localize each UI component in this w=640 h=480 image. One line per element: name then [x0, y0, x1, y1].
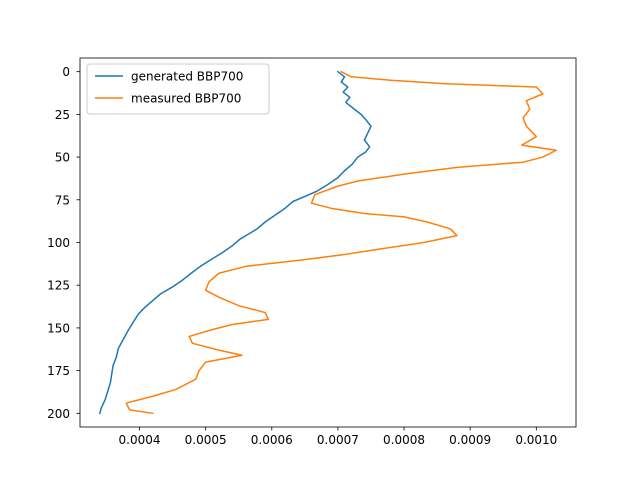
x-tick-label: 0.0009	[449, 433, 491, 447]
legend: generated BBP700 measured BBP700	[86, 63, 270, 115]
y-tick-label: 50	[55, 151, 70, 165]
y-tick-label: 25	[55, 108, 70, 122]
y-tick-label: 175	[47, 364, 70, 378]
legend-label-measured: measured BBP700	[131, 92, 241, 106]
series-line-measured	[125, 70, 557, 415]
legend-label-generated: generated BBP700	[131, 70, 243, 84]
y-tick-label: 100	[47, 236, 70, 250]
x-tick-label: 0.0004	[119, 433, 161, 447]
y-tick-label: 75	[55, 193, 70, 207]
series-line-generated	[98, 70, 372, 415]
series-layer	[98, 70, 557, 415]
x-tick-label: 0.0006	[251, 433, 293, 447]
legend-box	[86, 63, 270, 115]
y-tick-label: 150	[47, 321, 70, 335]
x-tick-label: 0.0005	[185, 433, 227, 447]
y-tick-label: 125	[47, 279, 70, 293]
y-tick-label: 200	[47, 407, 70, 421]
x-tick-label: 0.0007	[317, 433, 359, 447]
x-tick-label: 0.0008	[383, 433, 425, 447]
x-tick-label: 0.0010	[515, 433, 557, 447]
y-tick-label: 0	[62, 65, 70, 79]
axes-layer: 0.0004 0.0005 0.0006 0.0007 0.0008 0.0009 0.00…	[47, 57, 577, 447]
